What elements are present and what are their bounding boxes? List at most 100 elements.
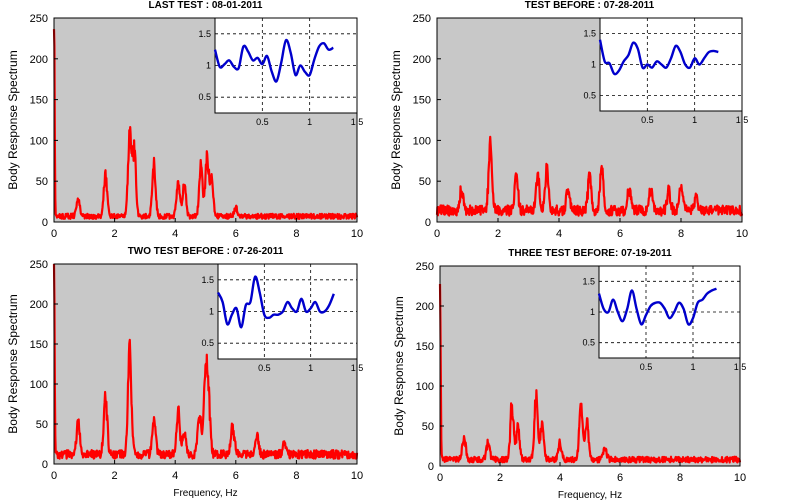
inset-x-tick-label: 0.5 <box>256 117 269 127</box>
chart-title: TWO TEST BEFORE : 07-26-2011 <box>128 246 284 257</box>
plot-frame <box>439 265 741 467</box>
x-tick-label: 0 <box>437 472 443 484</box>
inset-series-line <box>213 38 334 83</box>
y-tick-label: 100 <box>416 381 434 393</box>
x-tick-label: 2 <box>495 228 501 240</box>
x-tick-label: 6 <box>617 228 623 240</box>
y-tick-label: 0 <box>428 461 434 473</box>
inset-y-tick-label: 1 <box>209 307 214 317</box>
inset-x-tick-label: 1.5 <box>351 363 364 373</box>
y-tick-label: 50 <box>419 176 431 188</box>
x-tick-label: 8 <box>293 470 299 482</box>
y-tick-label: 50 <box>422 421 434 433</box>
inset-x-tick-label: 1.5 <box>736 115 749 125</box>
y-tick-label: 250 <box>30 13 48 25</box>
x-tick-label: 4 <box>172 228 178 240</box>
x-tick-label: 2 <box>112 470 118 482</box>
x-tick-label: 2 <box>497 472 503 484</box>
x-tick-label: 10 <box>351 228 363 240</box>
x-tick-label: 6 <box>233 228 239 240</box>
y-tick-label: 50 <box>36 419 48 431</box>
x-tick-label: 6 <box>233 470 239 482</box>
inset-y-tick-label: 0.5 <box>201 338 214 348</box>
y-axis-label: Body Response Spectrum <box>6 50 20 189</box>
inset-x-tick-label: 1.5 <box>351 117 364 127</box>
x-tick-label: 10 <box>736 228 748 240</box>
y-tick-label: 200 <box>416 301 434 313</box>
series-line <box>52 263 359 460</box>
inset-chart: 0.5 1 1.5 0.5 1 1.5 <box>198 17 364 127</box>
inset-x-tick-label: 1 <box>690 362 695 372</box>
x-tick-label: 0 <box>434 228 440 240</box>
y-tick-label: 100 <box>413 135 431 147</box>
y-tick-label: 0 <box>42 459 48 471</box>
x-tick-label: 6 <box>617 472 623 484</box>
inset-y-tick-label: 0.5 <box>583 91 596 101</box>
chart-title: TEST BEFORE : 07-28-2011 <box>525 0 655 11</box>
inset-x-tick-label: 1 <box>692 115 697 125</box>
x-tick-label: 8 <box>677 472 683 484</box>
x-tick-label: 0 <box>51 228 57 240</box>
x-tick-label: 4 <box>557 472 563 484</box>
inset-chart: 0.5 1 1.5 0.5 1 1.5 <box>201 263 364 373</box>
inset-frame <box>598 265 741 359</box>
inset-x-tick-label: 1 <box>307 117 312 127</box>
x-axis-label: Frequency, Hz <box>558 490 622 500</box>
inset-chart: 0.5 1 1.5 0.5 1 1.5 <box>582 265 747 372</box>
inset-x-tick-label: 1 <box>308 363 313 373</box>
inset-y-tick-label: 1.5 <box>583 29 596 39</box>
inset-y-tick-label: 0.5 <box>198 92 211 102</box>
inset-x-tick-label: 0.5 <box>258 363 271 373</box>
plot-frame <box>53 17 358 223</box>
y-axis-label: Body Response Spectrum <box>392 296 406 435</box>
x-tick-label: 2 <box>112 228 118 240</box>
x-tick-label: 8 <box>678 228 684 240</box>
inset-chart: 0.5 1 1.5 0.5 1 1.5 <box>583 17 749 125</box>
y-tick-label: 150 <box>413 95 431 107</box>
y-tick-label: 150 <box>30 339 48 351</box>
y-tick-label: 150 <box>30 95 48 107</box>
plot-frame <box>436 17 743 223</box>
inset-series-line <box>598 39 719 76</box>
x-tick-label: 8 <box>293 228 299 240</box>
y-tick-label: 0 <box>42 217 48 229</box>
inset-frame <box>599 17 743 112</box>
y-tick-label: 200 <box>413 54 431 66</box>
inset-y-tick-label: 0.5 <box>582 338 595 348</box>
series-line <box>438 283 742 464</box>
y-tick-label: 100 <box>30 379 48 391</box>
x-tick-label: 10 <box>351 470 363 482</box>
chart-title: THREE TEST BEFORE: 07-19-2011 <box>508 248 672 259</box>
y-axis-label: Body Response Spectrum <box>6 294 20 433</box>
inset-x-tick-label: 0.5 <box>641 115 654 125</box>
series-line <box>435 135 744 217</box>
y-tick-label: 100 <box>30 135 48 147</box>
y-tick-label: 250 <box>413 13 431 25</box>
x-tick-label: 10 <box>734 472 746 484</box>
inset-y-tick-label: 1 <box>590 307 595 317</box>
y-tick-label: 150 <box>416 341 434 353</box>
inset-series-line <box>216 275 335 329</box>
inset-y-tick-label: 1.5 <box>201 275 214 285</box>
y-tick-label: 250 <box>30 259 48 271</box>
x-tick-label: 0 <box>51 470 57 482</box>
inset-y-tick-label: 1.5 <box>582 276 595 286</box>
x-tick-label: 4 <box>172 470 178 482</box>
inset-y-tick-label: 1.5 <box>198 29 211 39</box>
y-tick-label: 200 <box>30 299 48 311</box>
series-line <box>52 29 359 220</box>
inset-x-tick-label: 1.5 <box>734 362 747 372</box>
y-tick-label: 200 <box>30 54 48 66</box>
y-tick-label: 0 <box>425 217 431 229</box>
x-axis-label: Frequency, Hz <box>173 488 237 499</box>
plot-frame <box>53 263 358 465</box>
y-tick-label: 250 <box>416 261 434 273</box>
inset-y-tick-label: 1 <box>591 60 596 70</box>
x-tick-label: 4 <box>556 228 562 240</box>
inset-series-line <box>597 287 717 326</box>
